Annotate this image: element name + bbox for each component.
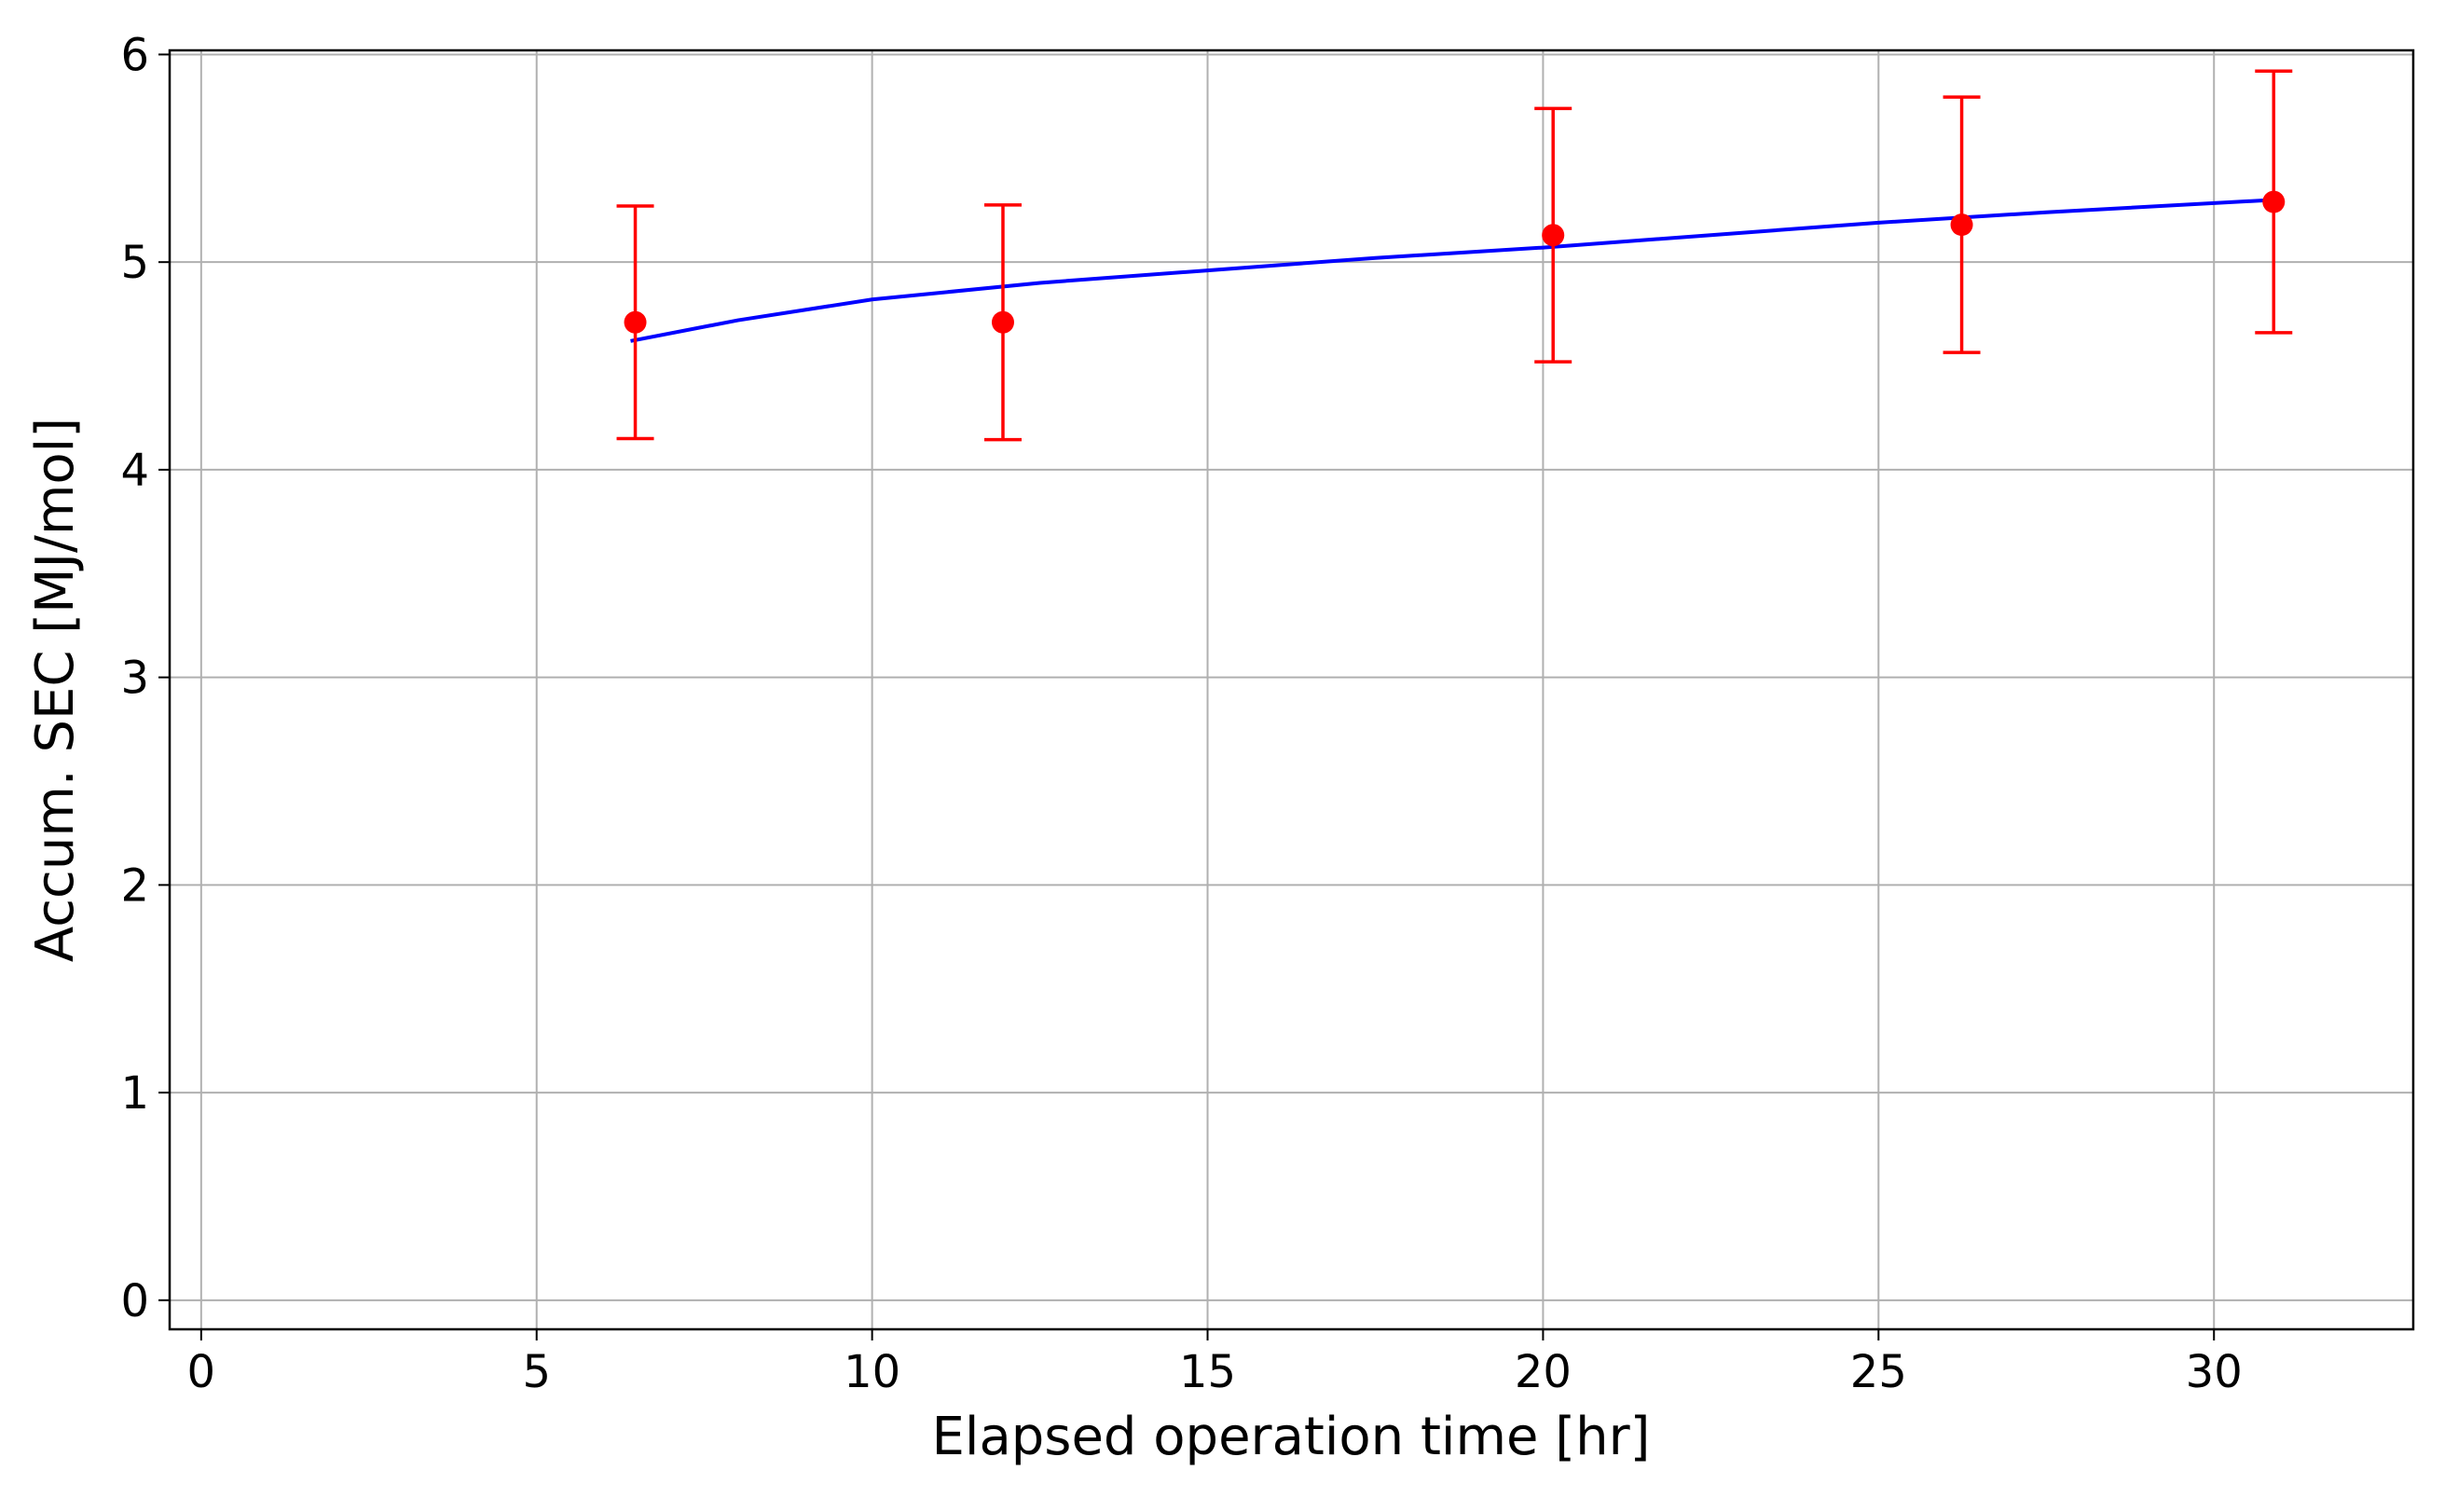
y-tick-label: 3 <box>120 653 149 705</box>
y-tick-label: 6 <box>120 29 149 81</box>
x-tick-label: 10 <box>844 1346 900 1398</box>
marks <box>616 69 2293 442</box>
plot-frame <box>168 48 2415 1331</box>
x-tick-label: 20 <box>1515 1346 1572 1398</box>
x-tick-label: 5 <box>522 1346 551 1398</box>
y-tick-label: 4 <box>120 445 149 497</box>
y-tick-label: 2 <box>120 859 149 912</box>
grid: 0 5 10 15 20 25 30 0 1 2 3 4 5 6 <box>120 29 2413 1398</box>
y-tick-label: 5 <box>120 237 149 289</box>
x-tick-label: 30 <box>2186 1346 2243 1398</box>
data-point <box>2262 190 2286 213</box>
fit-line <box>630 198 2275 343</box>
y-tick-label: 1 <box>120 1067 149 1120</box>
data-point <box>624 310 647 334</box>
x-tick-label: 0 <box>187 1346 216 1398</box>
x-tick-label: 15 <box>1179 1346 1236 1398</box>
data-point <box>991 310 1014 334</box>
y-tick-label: 0 <box>120 1275 149 1327</box>
x-axis-label: Elapsed operation time [hr] <box>932 1407 1651 1467</box>
y-axis-label: Accum. SEC [MJ/mol] <box>25 418 86 962</box>
data-point <box>1542 224 1565 247</box>
data-point <box>1950 213 1973 237</box>
x-tick-label: 25 <box>1850 1346 1907 1398</box>
